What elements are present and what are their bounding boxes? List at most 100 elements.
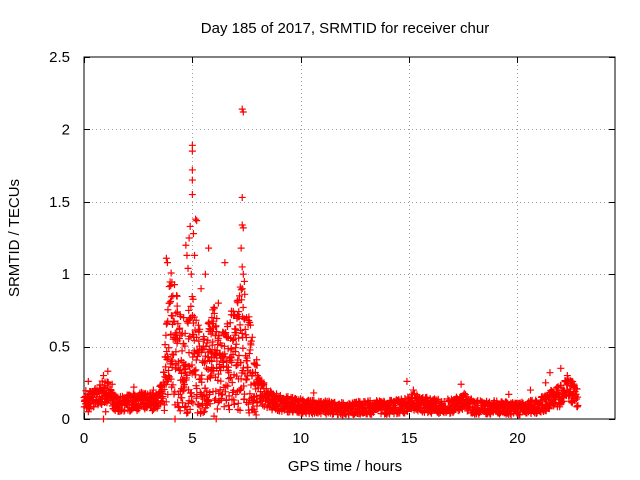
data-point (188, 166, 196, 174)
data-point (160, 368, 168, 376)
data-point (234, 296, 242, 304)
data-point (221, 259, 229, 267)
y-axis-tick-labels: 0 0.5 1 1.5 2 2.5 (49, 49, 70, 428)
data-point (239, 304, 247, 312)
data-points (80, 105, 582, 423)
data-point (225, 401, 233, 409)
data-point (164, 391, 172, 399)
data-point (185, 306, 193, 314)
data-point (205, 244, 213, 252)
data-point (574, 402, 582, 410)
data-point (210, 304, 218, 312)
data-point (240, 277, 248, 285)
data-point (219, 362, 227, 370)
data-point (162, 398, 170, 406)
data-point (213, 314, 221, 322)
data-point (176, 407, 184, 415)
x-tick-label: 10 (292, 430, 309, 447)
data-point (252, 411, 260, 419)
data-point (205, 396, 213, 404)
data-point (220, 403, 228, 411)
data-point (165, 344, 173, 352)
data-point (188, 392, 196, 400)
data-point (563, 372, 571, 380)
data-point (230, 400, 238, 408)
data-point (198, 371, 206, 379)
data-point (163, 259, 171, 267)
data-point (162, 363, 170, 371)
data-point (310, 389, 318, 397)
data-point (192, 215, 200, 223)
data-point (246, 390, 254, 398)
data-point (181, 404, 189, 412)
data-point (221, 353, 229, 361)
data-point (100, 384, 108, 392)
data-point (217, 377, 225, 385)
data-point (179, 387, 187, 395)
data-point (169, 381, 177, 389)
data-point (90, 403, 98, 411)
data-point (170, 318, 178, 326)
axis-ticks (84, 57, 615, 420)
data-point (221, 388, 229, 396)
data-point (265, 402, 273, 410)
data-point (217, 394, 225, 402)
data-point (189, 230, 197, 238)
data-point (224, 322, 232, 330)
data-point (97, 399, 105, 407)
data-point (192, 316, 200, 324)
data-point (171, 415, 179, 423)
data-point (225, 406, 233, 414)
data-point (199, 335, 207, 343)
data-point (201, 384, 209, 392)
data-point (214, 299, 222, 307)
data-point (458, 405, 466, 413)
data-point (175, 325, 183, 333)
data-point (557, 364, 565, 372)
data-point (188, 176, 196, 184)
data-point (228, 378, 236, 386)
data-point (220, 342, 228, 350)
data-point (239, 344, 247, 352)
data-point (423, 393, 431, 401)
data-point (175, 403, 183, 411)
plot-frame (83, 56, 616, 420)
data-point (253, 399, 261, 407)
y-tick-label: 0 (62, 411, 70, 428)
data-point (248, 333, 256, 341)
data-point (180, 314, 188, 322)
data-point (171, 388, 179, 396)
data-point (241, 290, 249, 298)
data-point (245, 317, 253, 325)
data-point (100, 415, 108, 423)
data-point (182, 241, 190, 249)
data-point (226, 319, 234, 327)
data-point (194, 321, 202, 329)
data-point (225, 369, 233, 377)
data-point (164, 306, 172, 314)
data-point (392, 403, 400, 411)
data-point (253, 372, 261, 380)
data-point (209, 338, 217, 346)
data-point (172, 348, 180, 356)
data-point (193, 352, 201, 360)
data-point (246, 321, 254, 329)
data-point (181, 342, 189, 350)
data-point (409, 386, 417, 394)
data-point (243, 354, 251, 362)
data-point (573, 385, 581, 393)
data-point (188, 147, 196, 155)
data-point (100, 372, 108, 380)
y-tick-label: 1.5 (49, 194, 70, 211)
data-point (239, 270, 247, 278)
data-point (183, 409, 191, 417)
data-point (167, 375, 175, 383)
data-point (175, 335, 183, 343)
data-point (184, 264, 192, 272)
x-axis-tick-labels: 0 5 10 15 20 (80, 430, 526, 447)
data-point (183, 251, 191, 259)
data-point (212, 322, 220, 330)
data-point (206, 345, 214, 353)
x-tick-label: 5 (188, 430, 196, 447)
